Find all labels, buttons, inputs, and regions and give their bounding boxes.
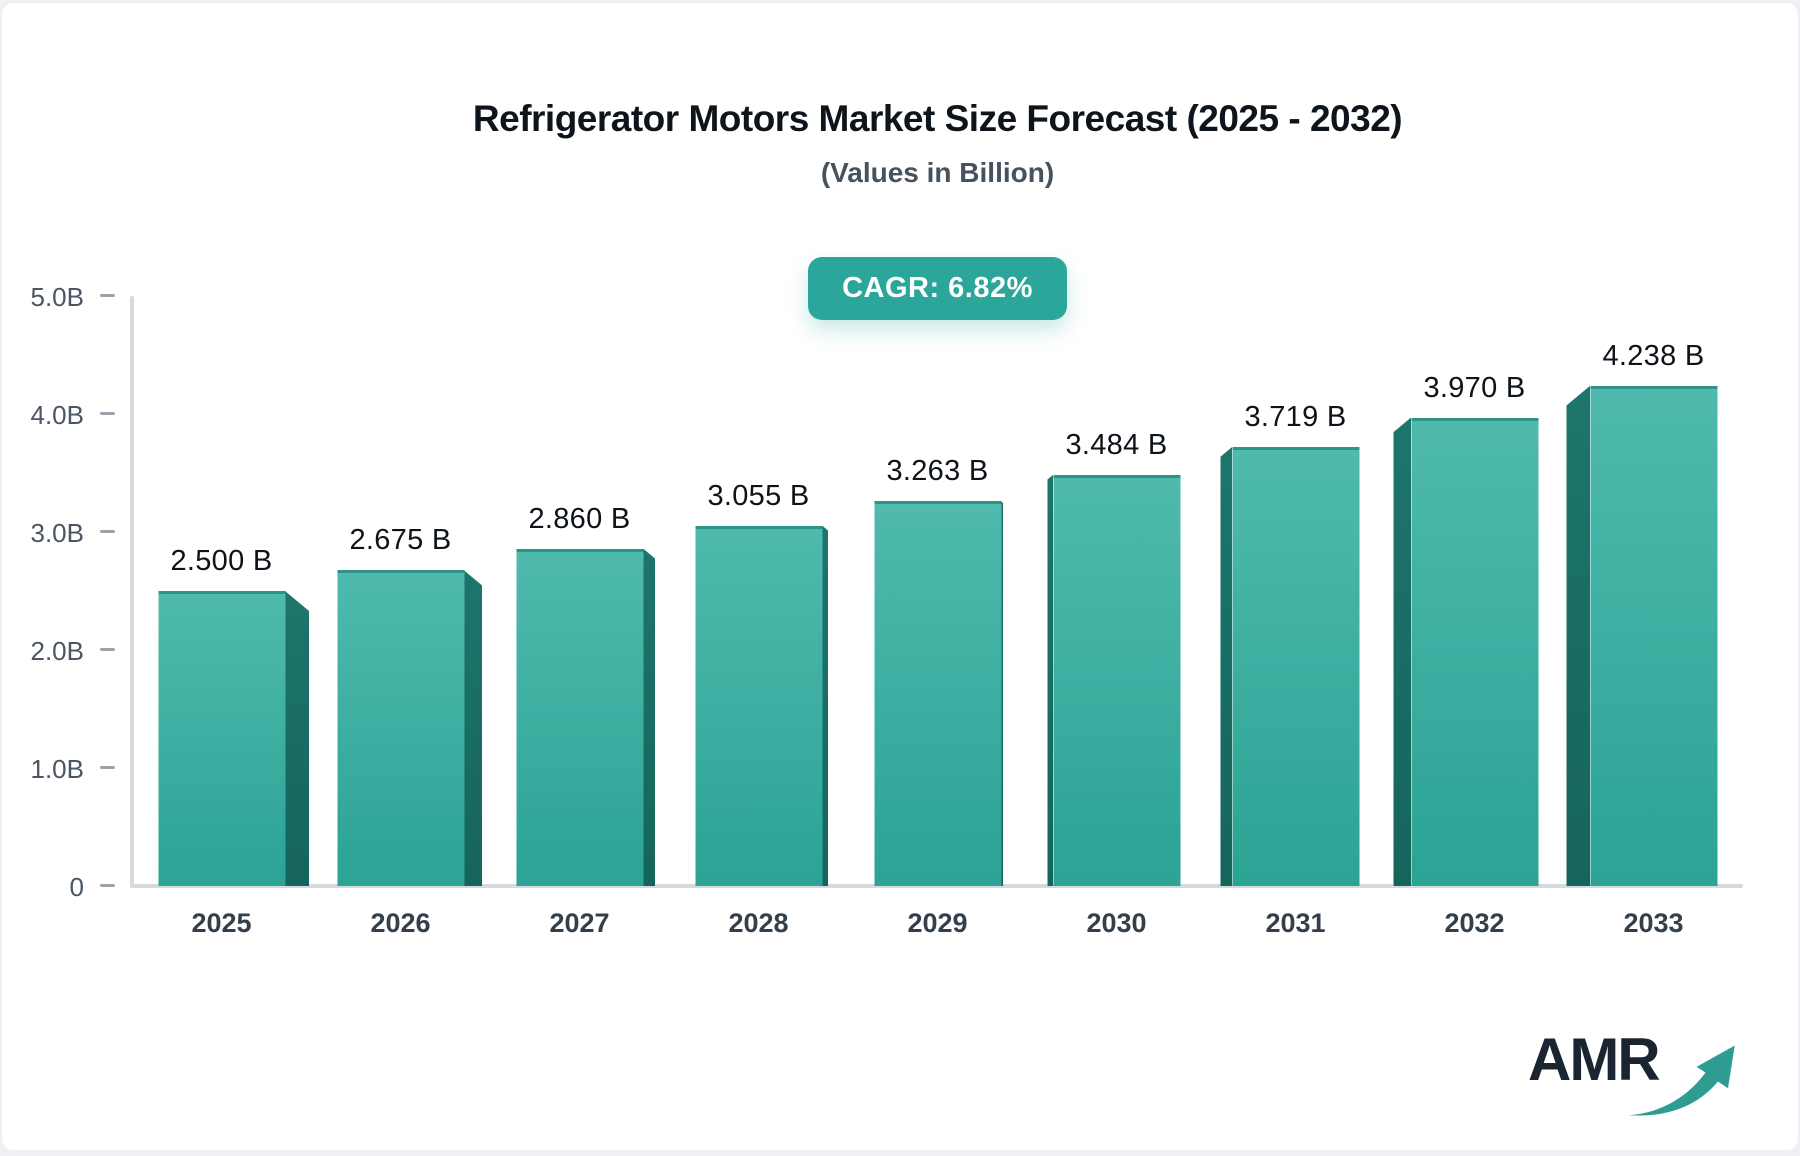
bar-face [1411,417,1538,886]
bar-side-3d [464,570,482,886]
x-axis-label: 2028 [728,908,789,938]
y-tick-mark [100,884,115,887]
bar-value-label: 2.500 B [170,545,273,577]
x-axis-label: 2027 [549,908,610,938]
x-axis-label: 2032 [1444,908,1505,938]
bar-value-label: 3.970 B [1423,371,1526,404]
bar-value-label: 2.675 B [349,524,452,557]
bar-value-label: 2.860 B [528,502,631,535]
bar: 2.860 B [516,503,655,886]
bar-side-3d [1393,417,1411,886]
bar-group: 4.238 B 2033 [1564,296,1743,938]
bar-face [158,591,285,886]
bar: 3.719 B [1220,401,1359,886]
bar-group: 3.263 B 2029 [848,296,1027,938]
bar-value-label: 3.719 B [1244,401,1347,434]
badge-row: CAGR: 6.82% [132,257,1743,320]
bar: 3.263 B [874,455,1003,886]
bar-group: 3.055 B 2028 [669,296,848,938]
y-axis-line [130,296,134,888]
chart-subtitle: (Values in Billion) [820,157,1055,188]
bar-value-label: 3.484 B [1065,428,1168,461]
bar-face [874,500,1001,886]
y-tick-mark [100,766,115,769]
bar-group: 3.484 B 2030 [1027,296,1206,938]
bar-face [695,525,822,886]
x-axis-label: 2026 [370,908,431,938]
bar-side-3d [1566,385,1590,886]
bar-face [1590,385,1717,886]
x-axis-label: 2025 [191,908,252,938]
bar-face [516,548,643,886]
bar-side-3d [1220,447,1232,886]
bar-group: 2.675 B 2026 [311,296,490,938]
x-axis-label: 2033 [1623,908,1684,938]
x-axis-label: 2031 [1265,908,1326,938]
bar: 3.970 B [1393,372,1538,886]
bar-side-3d [1047,474,1053,886]
y-tick-mark [100,530,115,533]
bar-side-3d [643,548,655,886]
y-tick-label: 5.0B [30,282,85,312]
bar: 3.055 B [695,480,828,886]
y-axis: 5.0B 4.0B 3.0B 2.0B 1.0B 0 [0,282,132,902]
bar: 3.484 B [1047,429,1180,886]
bar-value-label: 3.055 B [707,479,810,512]
bar: 2.500 B [158,545,309,886]
bar-face [1232,447,1359,886]
growth-arrow-icon [1629,1045,1735,1116]
chart-header: Refrigerator Motors Market Size Forecast… [132,96,1743,190]
bar-face [337,570,464,886]
amr-logo: AMR [1528,1030,1738,1125]
x-axis-label: 2030 [1086,908,1147,938]
y-tick-label: 2.0B [30,636,85,666]
y-tick-label: 3.0B [30,518,85,548]
bar: 2.675 B [337,524,482,886]
bar-side-3d [285,591,309,886]
x-axis-label: 2029 [907,908,968,938]
y-tick-mark [100,412,115,415]
y-tick-mark [100,294,115,297]
x-axis-line [130,884,1743,888]
y-tick-label: 1.0B [30,754,85,784]
plot-area: 2.500 B 2025 2.675 B 2026 2.860 B 2027 3.055 B… [132,296,1743,938]
y-tick-mark [100,648,115,651]
bar-group: 2.860 B 2027 [490,296,669,938]
bar-group: 2.500 B 2025 [132,296,311,938]
y-tick-label: 4.0B [30,400,85,430]
bar-face [1053,474,1180,886]
bar-group: 3.970 B 2032 [1385,296,1564,938]
bar-group: 3.719 B 2031 [1206,296,1385,938]
amr-logo-text: AMR [1528,1026,1661,1093]
bar-side-3d [1001,500,1003,886]
cagr-badge: CAGR: 6.82% [808,257,1067,320]
bar: 4.238 B [1566,340,1717,886]
y-tick-label: 0 [69,872,84,902]
bar-value-label: 3.263 B [886,454,989,487]
bar-side-3d [822,525,828,886]
chart-title: Refrigerator Motors Market Size Forecast… [472,98,1403,139]
bar-value-label: 4.238 B [1602,339,1705,372]
